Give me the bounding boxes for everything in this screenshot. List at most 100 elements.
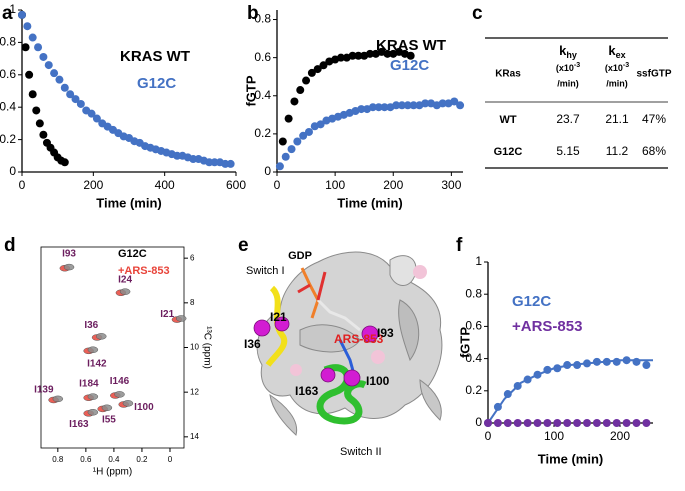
y-tick-label: 0 [475, 415, 482, 429]
structure-panel: e GDP Switch I I21 I36 ARS-853 I93 [238, 235, 443, 458]
table-cell: 11.2 [606, 144, 629, 158]
y-tick-label: 0.6 [254, 50, 271, 64]
point [304, 127, 313, 136]
y-tick-label: 0.4 [0, 99, 16, 113]
point [583, 359, 591, 368]
point [284, 114, 293, 123]
table-cell: 21.1 [605, 112, 629, 126]
point [28, 90, 37, 99]
structure-label: Switch I [246, 265, 285, 277]
point [397, 101, 406, 110]
point [44, 61, 53, 70]
x-tick-label: 0.2 [136, 455, 148, 464]
y-tick-label: 10 [190, 343, 199, 352]
point [293, 137, 302, 146]
header-exponent: -3 [574, 62, 580, 69]
structure-label: I100 [366, 374, 390, 388]
header-unit: (x10 [605, 63, 623, 73]
panel-letter: e [238, 235, 249, 256]
point [60, 83, 69, 92]
point [357, 105, 366, 114]
x-axis-label: ¹H (ppm) [93, 467, 132, 478]
point [336, 53, 345, 62]
y-tick-label: 14 [190, 432, 199, 441]
point [523, 419, 532, 427]
y-tick-label: 0 [9, 164, 16, 178]
peak-label: I100 [134, 402, 154, 413]
header-exponent: -3 [623, 62, 629, 69]
point [281, 152, 290, 161]
table-cell: 47% [642, 112, 666, 126]
point [493, 419, 502, 427]
series-label: KRAS WT [120, 48, 190, 65]
structure-label: I21 [270, 310, 287, 324]
point [32, 106, 41, 115]
point [275, 162, 284, 171]
point [380, 103, 389, 112]
point [632, 419, 641, 427]
x-tick-label: 400 [155, 178, 175, 192]
series-label: +ARS-853 [118, 265, 170, 277]
peak-label: I36 [84, 320, 98, 331]
point [296, 86, 305, 95]
point [354, 51, 363, 60]
table-header: (x10-3 [605, 62, 629, 74]
point [71, 95, 80, 104]
y-tick-label: 6 [190, 253, 195, 262]
point [484, 419, 492, 427]
point [34, 43, 43, 52]
point [307, 68, 316, 77]
panel-letter: f [456, 235, 463, 256]
point [503, 390, 512, 399]
peak [175, 315, 187, 322]
x-tick-label: 0 [274, 178, 281, 192]
point [642, 419, 651, 427]
y-tick-label: 1 [475, 254, 482, 268]
point [278, 137, 287, 146]
y-tick-label: 0.8 [0, 35, 16, 49]
point [421, 99, 430, 108]
y-tick-label: 8 [190, 298, 195, 307]
x-axis-label: Time (min) [337, 195, 403, 210]
peak [114, 391, 125, 398]
point [55, 75, 64, 84]
table-cell: 68% [642, 144, 666, 158]
y-tick-label: 0.4 [465, 351, 482, 365]
structure-label: Switch II [340, 446, 382, 458]
series-label: G12C [118, 248, 147, 260]
point [563, 419, 572, 427]
y-tick-label: 0 [264, 164, 271, 178]
point [316, 120, 325, 129]
header-symbol: k [559, 43, 567, 58]
x-tick-label: 200 [383, 178, 403, 192]
point [35, 119, 44, 128]
point [18, 10, 26, 19]
point [493, 402, 502, 411]
point [513, 381, 522, 390]
y-tick-label: 1 [9, 2, 16, 16]
point [348, 51, 357, 60]
point [39, 52, 48, 61]
x-tick-label: 100 [544, 429, 564, 443]
point [226, 159, 235, 168]
point [583, 419, 591, 427]
point [374, 103, 383, 112]
peak-label: I139 [34, 385, 54, 396]
table-header: kex [608, 43, 625, 60]
peak [119, 288, 131, 295]
structure-label: GDP [288, 250, 312, 262]
point [622, 356, 631, 365]
structure-label: I163 [295, 384, 319, 398]
y-axis-label: fGTP [457, 327, 472, 358]
chart-spectrum: d 6 8 10 12 14 0.8 0.6 0.4 0.2 0 ¹H (ppm) ¹³C (ppm) +… [4, 235, 212, 478]
point [76, 99, 85, 108]
panel-letter: b [247, 3, 259, 24]
table-panel: c KRas khy (x10-3 /min) kex (x10-3 /min)… [472, 3, 672, 169]
point [60, 158, 69, 167]
point [66, 90, 75, 99]
point [622, 419, 631, 427]
residue-spheres [253, 316, 379, 387]
x-tick-label: 100 [325, 178, 345, 192]
series-label: +ARS-853 [512, 318, 582, 335]
